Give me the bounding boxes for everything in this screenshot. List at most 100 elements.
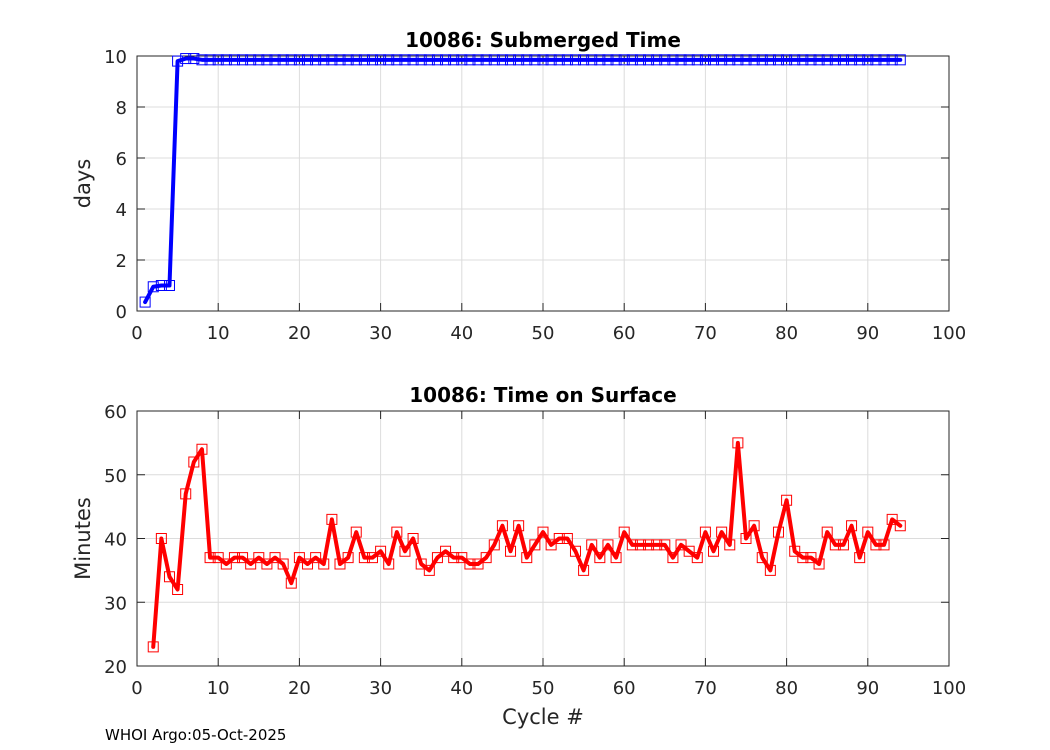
data-point bbox=[602, 539, 614, 551]
data-point bbox=[172, 584, 184, 595]
x-tick-label: 10 bbox=[207, 678, 230, 699]
x-tick-label: 50 bbox=[532, 323, 555, 344]
data-point bbox=[659, 54, 671, 66]
data-point bbox=[269, 54, 281, 66]
x-tick-label: 20 bbox=[288, 323, 311, 344]
data-point bbox=[407, 54, 419, 66]
x-tick-label: 0 bbox=[131, 323, 142, 344]
data-point bbox=[188, 456, 200, 468]
data-point bbox=[732, 437, 744, 449]
data-point bbox=[756, 552, 768, 564]
data-point bbox=[772, 54, 784, 66]
data-point bbox=[415, 558, 427, 570]
data-point bbox=[724, 539, 736, 551]
data-point bbox=[423, 564, 435, 576]
data-point bbox=[586, 54, 598, 66]
data-point bbox=[553, 54, 565, 66]
data-point bbox=[805, 54, 817, 66]
data-point bbox=[277, 558, 289, 570]
data-point bbox=[610, 552, 622, 564]
data-point bbox=[667, 54, 679, 66]
x-tick-label: 60 bbox=[613, 323, 636, 344]
data-point bbox=[634, 539, 646, 551]
data-point bbox=[691, 54, 703, 66]
data-point bbox=[756, 54, 768, 66]
data-point bbox=[537, 54, 549, 66]
y-tick-label: 40 bbox=[104, 530, 127, 551]
data-point bbox=[813, 54, 825, 66]
data-point bbox=[829, 54, 841, 66]
x-tick-label: 50 bbox=[532, 678, 555, 699]
data-point bbox=[618, 526, 630, 538]
y-tick-label: 30 bbox=[104, 593, 127, 614]
data-point bbox=[253, 54, 265, 66]
data-point bbox=[318, 558, 330, 570]
data-point bbox=[578, 54, 590, 66]
data-point bbox=[586, 539, 598, 551]
data-point bbox=[854, 54, 866, 66]
y-tick-label: 6 bbox=[116, 149, 127, 170]
data-point bbox=[204, 54, 216, 66]
data-point bbox=[472, 54, 484, 66]
data-point bbox=[350, 54, 362, 66]
data-point bbox=[302, 54, 314, 66]
data-point bbox=[496, 520, 508, 532]
data-point bbox=[228, 54, 240, 66]
data-point bbox=[196, 443, 208, 455]
data-point bbox=[310, 552, 322, 564]
data-point bbox=[196, 54, 208, 66]
data-point bbox=[626, 54, 638, 66]
data-point bbox=[464, 54, 476, 66]
data-point bbox=[415, 54, 427, 66]
data-point bbox=[212, 54, 224, 66]
data-point bbox=[854, 552, 866, 564]
data-point bbox=[740, 533, 752, 544]
data-point bbox=[513, 54, 525, 66]
data-point bbox=[537, 526, 549, 538]
data-point bbox=[383, 558, 395, 570]
data-point bbox=[821, 54, 833, 66]
data-point bbox=[391, 526, 403, 538]
data-point bbox=[545, 539, 557, 551]
data-point bbox=[813, 558, 825, 570]
data-point bbox=[488, 539, 500, 551]
data-point bbox=[837, 539, 849, 551]
x-tick-label: 10 bbox=[207, 323, 230, 344]
data-point bbox=[748, 54, 760, 66]
data-point bbox=[383, 54, 395, 66]
data-point bbox=[521, 54, 533, 66]
data-point bbox=[886, 513, 898, 525]
data-point bbox=[342, 54, 354, 66]
x-tick-label: 60 bbox=[613, 678, 636, 699]
data-point bbox=[220, 54, 232, 66]
data-point bbox=[326, 54, 338, 66]
data-point bbox=[431, 54, 443, 66]
data-point bbox=[513, 520, 525, 532]
data-point bbox=[829, 539, 841, 551]
x-tick-label: 40 bbox=[450, 323, 473, 344]
data-point bbox=[870, 54, 882, 66]
data-point bbox=[245, 558, 257, 570]
data-point bbox=[350, 526, 362, 538]
data-point bbox=[139, 296, 151, 308]
data-point bbox=[391, 54, 403, 66]
data-point bbox=[310, 54, 322, 66]
data-point bbox=[578, 564, 590, 576]
data-point bbox=[667, 552, 679, 564]
x-tick-label: 70 bbox=[694, 678, 717, 699]
x-tick-label: 100 bbox=[932, 678, 966, 699]
data-point bbox=[285, 54, 297, 66]
data-point bbox=[894, 520, 906, 532]
data-point bbox=[545, 54, 557, 66]
data-point bbox=[870, 539, 882, 551]
data-point bbox=[180, 488, 192, 500]
data-point bbox=[423, 54, 435, 66]
data-point bbox=[440, 545, 452, 557]
data-point bbox=[261, 54, 273, 66]
data-point bbox=[821, 526, 833, 538]
data-point bbox=[318, 54, 330, 66]
data-point bbox=[496, 54, 508, 66]
data-point bbox=[163, 280, 175, 291]
series-line bbox=[143, 56, 903, 305]
